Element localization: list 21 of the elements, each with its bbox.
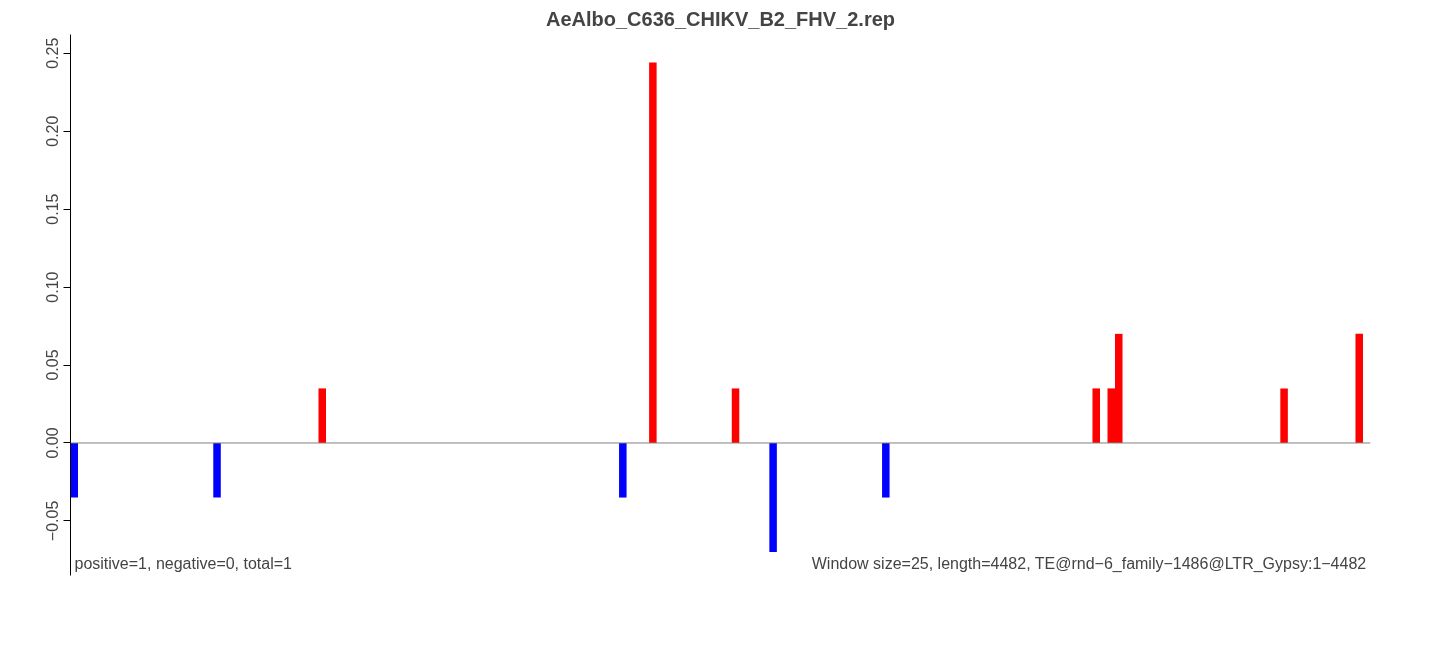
bar	[882, 442, 890, 498]
annotation: Window size=25, length=4482, TE@rnd−6_family−1486@LTR_Gypsy:1−4482	[811, 554, 1367, 573]
bar	[649, 62, 657, 443]
annotation: positive=1, negative=0, total=1	[74, 554, 293, 572]
bar	[619, 442, 627, 498]
bar	[769, 442, 777, 553]
y-tick-label: 0.25	[44, 37, 62, 69]
y-tick-label: 0.00	[44, 427, 62, 459]
y-tick-label: 0.15	[44, 193, 62, 225]
bar	[731, 388, 740, 443]
chart-title: AeAlbo_C636_CHIKV_B2_FHV_2.rep	[545, 7, 896, 30]
y-tick-label: 0.20	[44, 115, 62, 147]
bar	[70, 442, 79, 498]
bar	[318, 388, 326, 443]
bar	[1092, 388, 1100, 443]
bar	[1280, 388, 1288, 443]
bar	[1355, 333, 1363, 443]
y-tick-label: −0.05	[44, 500, 62, 542]
y-tick-label: 0.05	[44, 349, 62, 381]
y-tick-label: 0.10	[44, 271, 62, 303]
bar	[213, 442, 221, 498]
